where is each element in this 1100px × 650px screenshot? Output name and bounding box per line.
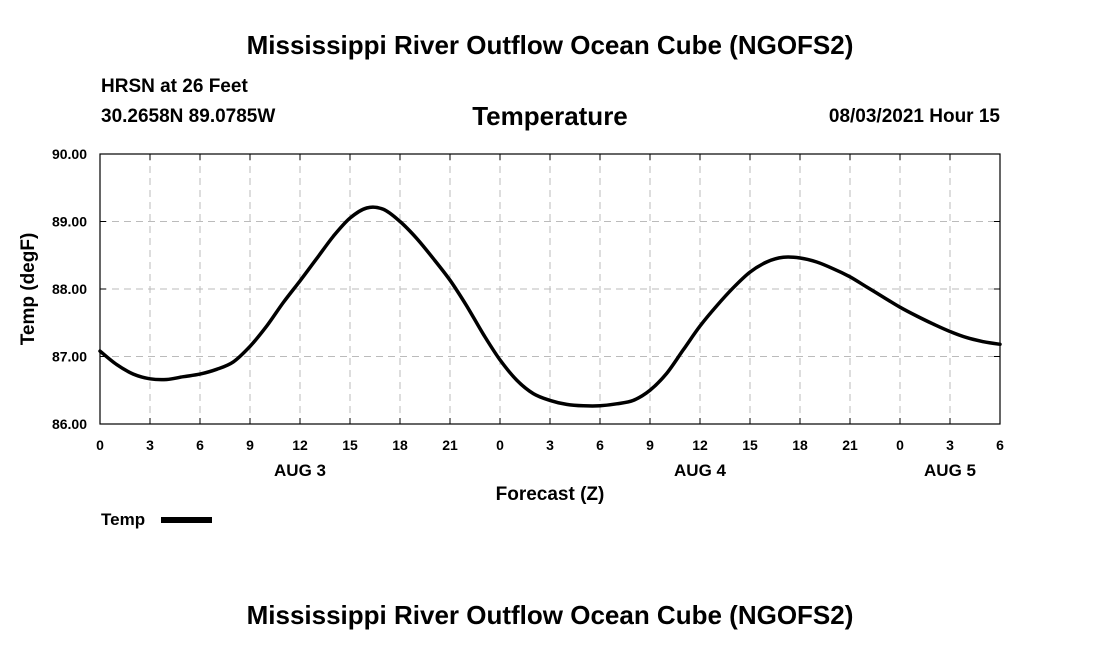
axis-ticks: [99, 153, 1001, 425]
x-tick-label: 0: [96, 437, 104, 453]
temp-series-line: [98, 205, 1002, 408]
x-tick-label: 15: [742, 437, 758, 453]
x-tick-label: 6: [996, 437, 1004, 453]
grid-lines: [100, 154, 1000, 424]
date-label: AUG 5: [924, 461, 976, 480]
x-tick-label: 12: [692, 437, 708, 453]
y-tick-label: 88.00: [52, 281, 87, 297]
x-tick-label: 6: [596, 437, 604, 453]
chart-main-title: Mississippi River Outflow Ocean Cube (NG…: [246, 30, 854, 60]
date-label: AUG 4: [674, 461, 727, 480]
y-tick-label: 90.00: [52, 146, 87, 162]
x-axis-title: Forecast (Z): [496, 484, 605, 505]
x-tick-label: 18: [792, 437, 808, 453]
forecast-datetime: 08/03/2021 Hour 15: [828, 106, 1000, 127]
y-tick-label: 86.00: [52, 416, 87, 432]
x-tick-label: 15: [342, 437, 358, 453]
x-tick-label: 6: [196, 437, 204, 453]
x-tick-label: 21: [442, 437, 458, 453]
x-tick-label: 3: [946, 437, 954, 453]
x-tick-label: 9: [646, 437, 654, 453]
date-label: AUG 3: [274, 461, 326, 480]
x-tick-label: 9: [246, 437, 254, 453]
legend-label: Temp: [101, 510, 145, 529]
x-tick-label: 3: [546, 437, 554, 453]
x-tick-label: 3: [146, 437, 154, 453]
axis-labels: 0 3 6 9 12 15 18 21 0 3 6 9 12 15 18 21 0 3 6 86.00 87.00 88.…: [52, 146, 1004, 480]
x-tick-label: 12: [292, 437, 308, 453]
chart-title: Temperature: [472, 101, 628, 131]
station-label: HRSN at 26 Feet: [101, 76, 248, 97]
temperature-chart: 0 3 6 9 12 15 18 21 0 3 6 9 12 15 18 21 0 3 6 86.00 87.00 88.…: [18, 101, 1004, 529]
station-coordinates: 30.2658N 89.0785W: [101, 106, 276, 127]
x-tick-label: 18: [392, 437, 408, 453]
y-axis-title: Temp (degF): [18, 233, 39, 346]
x-tick-label: 0: [896, 437, 904, 453]
footer-title: Mississippi River Outflow Ocean Cube (NG…: [246, 600, 854, 630]
y-tick-label: 87.00: [52, 349, 87, 365]
y-tick-label: 89.00: [52, 214, 87, 230]
x-tick-label: 21: [842, 437, 858, 453]
x-tick-label: 0: [496, 437, 504, 453]
